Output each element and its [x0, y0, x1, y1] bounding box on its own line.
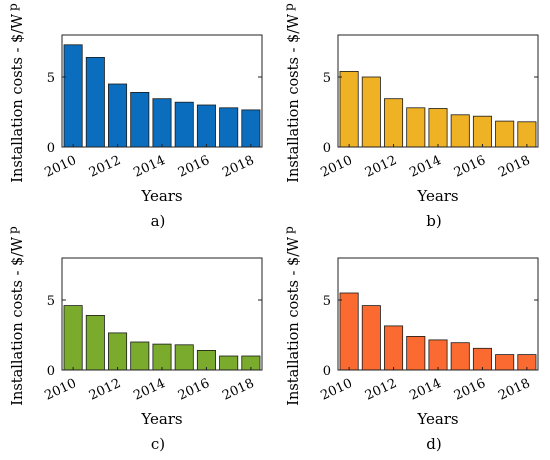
bar-2013: [406, 335, 426, 371]
panel-label: b): [426, 212, 441, 230]
y-tick-label: 0: [323, 141, 331, 156]
chart-panel-3: 0 5 2010 2012 2014 2016 2018 Years Installation …: [6, 226, 263, 453]
x-tick-label: 2012: [363, 376, 399, 404]
bar-2011: [85, 314, 105, 371]
x-axis-label: Years: [140, 187, 182, 205]
x-tick-label: 2010: [318, 376, 354, 404]
bar-2016: [472, 347, 492, 371]
x-tick-label: 2018: [496, 376, 532, 404]
panel-label: a): [151, 212, 166, 230]
bar-2016: [196, 104, 216, 148]
x-axis-label: Years: [416, 410, 458, 428]
x-tick-label: 2016: [176, 376, 212, 404]
bar-2012: [384, 325, 404, 371]
bar-2013: [130, 341, 150, 371]
x-tick-label: 2016: [176, 153, 212, 181]
chart-panel-2: 0 5 2010 2012 2014 2016 2018 Years Installation …: [282, 3, 539, 230]
bar-2012: [384, 98, 404, 148]
bar-2014: [428, 108, 448, 148]
y-tick-label: 0: [47, 141, 55, 156]
x-axis-label: Years: [416, 187, 458, 205]
bar-2015: [450, 342, 470, 371]
bar-2010: [339, 292, 359, 371]
bar-2015: [174, 101, 194, 148]
y-axis-label-subscript: p: [6, 3, 20, 11]
x-tick-label: 2014: [407, 376, 443, 404]
bar-2010: [339, 71, 359, 148]
x-tick-label: 2014: [131, 153, 167, 181]
x-tick-label: 2012: [363, 153, 399, 181]
x-tick-label: 2010: [42, 153, 78, 181]
y-axis-label-text: Installation costs - $/W: [10, 237, 26, 406]
x-tick-label: 2016: [452, 376, 488, 404]
x-tick-label: 2010: [318, 153, 354, 181]
x-tick-label: 2018: [496, 153, 532, 181]
bar-2017: [495, 354, 515, 371]
bar-2013: [406, 107, 426, 148]
chart-panel-1: 0 5 2010 2012 2014 2016 2018 Years Installation …: [6, 3, 263, 230]
bar-2010: [63, 305, 83, 371]
bar-2017: [219, 107, 239, 148]
y-axis-label-text: Installation costs - $/W: [10, 14, 26, 183]
y-axis-label-subscript: p: [282, 226, 296, 234]
y-tick-label: 5: [323, 71, 331, 86]
x-tick-label: 2018: [220, 376, 256, 404]
x-tick-label: 2016: [452, 153, 488, 181]
bar-2017: [219, 355, 239, 371]
bar-2010: [63, 44, 83, 148]
y-tick-label: 0: [47, 364, 55, 379]
chart-panel-4: 0 5 2010 2012 2014 2016 2018 Years Installation …: [282, 226, 539, 453]
y-tick-label: 5: [323, 294, 331, 309]
bar-2016: [472, 115, 492, 148]
bar-2014: [152, 343, 172, 371]
y-axis-label-subscript: p: [282, 3, 296, 11]
y-axis-label-subscript: p: [6, 226, 20, 234]
y-axis-label: Installation costs - $/W p: [6, 226, 26, 406]
bar-2013: [130, 92, 150, 148]
x-tick-label: 2010: [42, 376, 78, 404]
y-axis-label-text: Installation costs - $/W: [286, 14, 302, 183]
bar-2012: [108, 332, 128, 371]
bar-2017: [495, 120, 515, 148]
bar-2011: [361, 305, 381, 371]
x-tick-label: 2018: [220, 153, 256, 181]
x-axis-label: Years: [140, 410, 182, 428]
y-tick-label: 5: [47, 294, 55, 309]
bar-2011: [361, 76, 381, 148]
x-tick-label: 2012: [87, 153, 123, 181]
panel-label: c): [151, 435, 165, 453]
x-tick-label: 2014: [407, 153, 443, 181]
y-tick-label: 0: [323, 364, 331, 379]
bar-2015: [450, 114, 470, 148]
panel-label: d): [426, 435, 441, 453]
y-axis-label: Installation costs - $/W p: [282, 226, 302, 406]
y-tick-label: 5: [47, 71, 55, 86]
x-tick-label: 2012: [87, 376, 123, 404]
y-axis-label-text: Installation costs - $/W: [286, 237, 302, 406]
bar-2014: [152, 98, 172, 148]
bar-2014: [428, 339, 448, 371]
bar-2012: [108, 83, 128, 148]
x-tick-label: 2014: [131, 376, 167, 404]
bar-2018: [241, 109, 261, 148]
bar-2018: [517, 121, 537, 148]
y-axis-label: Installation costs - $/W p: [282, 3, 302, 183]
bar-2011: [85, 57, 105, 148]
y-axis-label: Installation costs - $/W p: [6, 3, 26, 183]
bar-2015: [174, 344, 194, 371]
